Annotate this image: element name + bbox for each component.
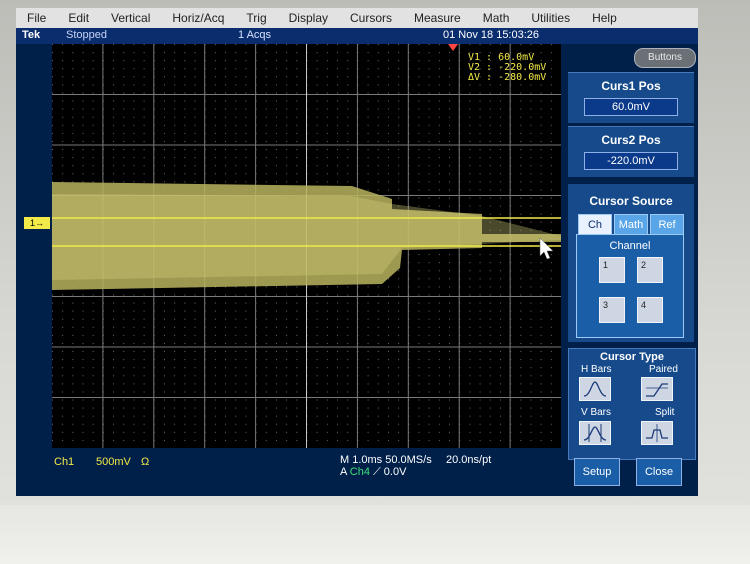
channel-3-label: 3 [603, 300, 609, 310]
readout-delta-v: ΔV : -280.0mV [468, 72, 547, 83]
hbars-button[interactable] [579, 377, 611, 401]
timebase-readout[interactable]: M 1.0ms 50.0MS/s [340, 454, 432, 466]
split-icon [646, 424, 668, 442]
menu-utilities[interactable]: Utilities [531, 11, 571, 25]
termination-icon: Ω [141, 456, 150, 468]
resolution-readout: 20.0ns/pt [446, 454, 492, 466]
split-button[interactable] [641, 421, 673, 445]
channel-3-button[interactable]: 3 [599, 297, 625, 323]
menu-vertical[interactable]: Vertical [111, 11, 151, 25]
curs2-pos-control[interactable]: Curs2 Pos -220.0mV [568, 126, 694, 177]
waveform-display [52, 44, 561, 448]
source-tabs: Ch Math Ref [578, 214, 686, 236]
trigger-position-icon [448, 44, 458, 51]
brand-logo: Tek [22, 29, 41, 41]
cursor-type-group: Cursor Type H Bars Paired V Bars Split [568, 348, 696, 460]
curs2-pos-value[interactable]: -220.0mV [584, 152, 678, 170]
channel-scale[interactable]: 500mV [96, 456, 131, 468]
channel-tab-body: Channel 1 2 3 4 [576, 234, 684, 338]
tab-math[interactable]: Math [614, 214, 648, 236]
buttons-toggle-button[interactable]: Buttons [634, 48, 696, 68]
ch1-ground-marker[interactable]: 1→ [24, 217, 50, 229]
waveform-graticule[interactable] [52, 44, 561, 448]
tab-ref[interactable]: Ref [650, 214, 684, 236]
date-time: 01 Nov 18 15:03:26 [443, 29, 540, 41]
cursor-type-title: Cursor Type [600, 351, 664, 363]
menu-display[interactable]: Display [288, 11, 328, 25]
ch1-waveform-core [52, 194, 561, 280]
menu-measure[interactable]: Measure [414, 11, 461, 25]
menu-bar: File Edit Vertical Horiz/Acq Trig Displa… [16, 8, 698, 28]
paired-label: Paired [649, 364, 678, 375]
vbars-icon [583, 424, 607, 442]
channel-1-label: 1 [603, 260, 609, 270]
cursor-control-panel: Buttons Curs1 Pos 60.0mV Curs2 Pos -220.… [564, 44, 698, 496]
curs1-pos-control[interactable]: Curs1 Pos 60.0mV [568, 72, 694, 123]
trigger-level: ⟋ 0.0V [373, 466, 407, 478]
menu-trig[interactable]: Trig [246, 11, 267, 25]
menu-edit[interactable]: Edit [68, 11, 90, 25]
channel-2-label: 2 [641, 260, 647, 270]
channel-section-label: Channel [609, 240, 651, 252]
readout-v1: V1 : 60.0mV [468, 52, 535, 63]
cursor-source-title: Cursor Source [589, 194, 673, 208]
curs1-pos-value[interactable]: 60.0mV [584, 98, 678, 116]
curs1-pos-title: Curs1 Pos [601, 79, 661, 93]
split-label: Split [655, 407, 675, 418]
channel-4-button[interactable]: 4 [637, 297, 663, 323]
oscilloscope-screen: File Edit Vertical Horiz/Acq Trig Displa… [16, 8, 698, 496]
menu-file[interactable]: File [27, 11, 47, 25]
paired-button[interactable] [641, 377, 673, 401]
trigger-prefix: A [340, 466, 347, 478]
mouse-pointer-icon [539, 237, 554, 260]
menu-math[interactable]: Math [482, 11, 510, 25]
hbars-label: H Bars [581, 364, 612, 375]
channel-label[interactable]: Ch1 [54, 456, 75, 468]
cursor-readout: V1 : 60.0mV V2 : -220.0mV ΔV : -280.0mV [468, 53, 546, 83]
channel-2-button[interactable]: 2 [637, 257, 663, 283]
menu-help[interactable]: Help [592, 11, 617, 25]
ch1-waveform [52, 182, 561, 290]
readout-v2: V2 : -220.0mV [468, 62, 547, 73]
channel-4-label: 4 [641, 300, 647, 310]
menu-horiz-acq[interactable]: Horiz/Acq [172, 11, 225, 25]
acquisition-count: 1 Acqs [238, 29, 272, 41]
acquisition-state[interactable]: Stopped [66, 29, 107, 41]
close-button[interactable]: Close [636, 458, 682, 486]
monitor-bezel-bottom [0, 505, 750, 564]
channel-1-button[interactable]: 1 [599, 257, 625, 283]
vbars-button[interactable] [579, 421, 611, 445]
setup-button[interactable]: Setup [574, 458, 620, 486]
trigger-readout[interactable]: A Ch4 ⟋ 0.0V [340, 466, 406, 479]
vbars-label: V Bars [581, 407, 612, 418]
paired-icon [646, 383, 668, 397]
cursor-source-group: Cursor Source Ch Math Ref Channel 1 2 3 … [568, 184, 694, 342]
tab-ch[interactable]: Ch [578, 214, 612, 236]
bottom-info-bar: Ch1 500mV Ω M 1.0ms 50.0MS/s A Ch4 ⟋ 0.0… [16, 448, 561, 496]
status-bar: Tek Stopped 1 Acqs 01 Nov 18 15:03:26 [16, 28, 698, 44]
menu-cursors[interactable]: Cursors [350, 11, 393, 25]
curs2-pos-title: Curs2 Pos [601, 133, 661, 147]
hbars-icon [583, 381, 607, 397]
trigger-source: Ch4 [349, 466, 370, 478]
